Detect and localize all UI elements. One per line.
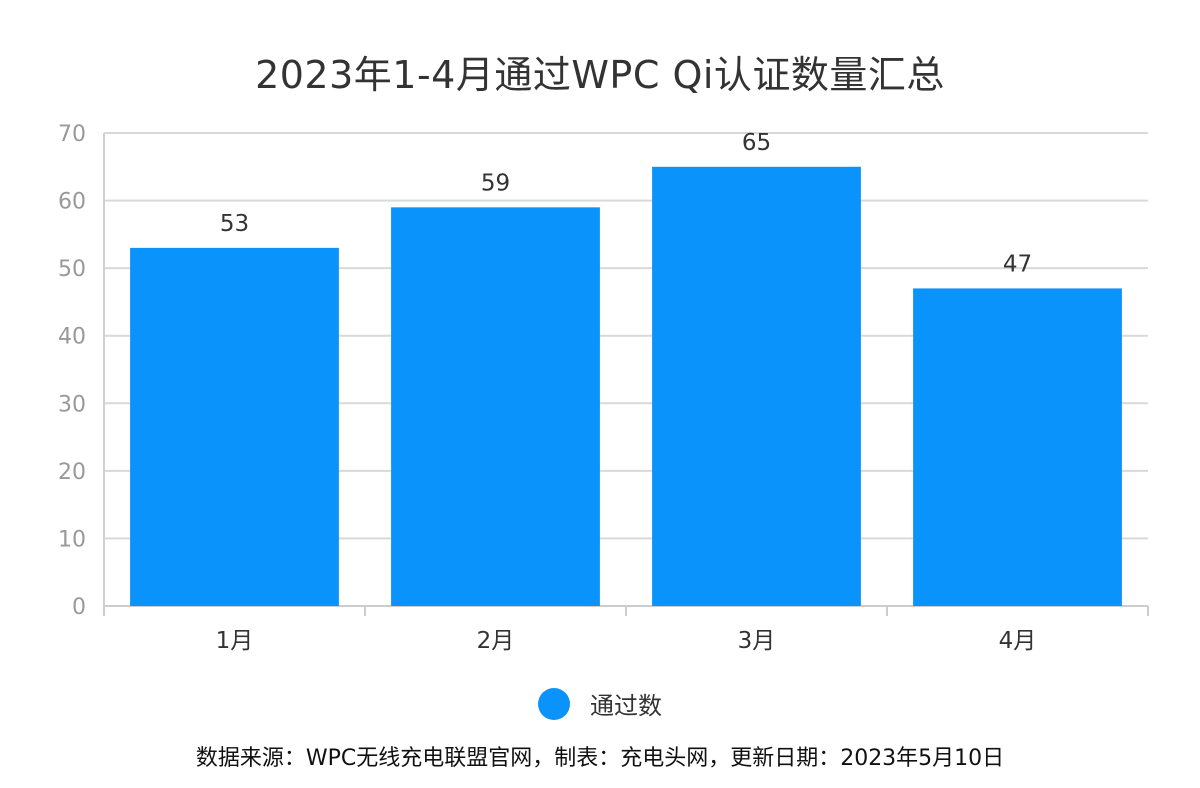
bar-4 [913, 288, 1122, 606]
bar-2 [391, 207, 600, 607]
legend-swatch [538, 687, 570, 720]
y-tick-label: 70 [58, 122, 86, 147]
data-label: 65 [742, 130, 771, 156]
y-tick-label: 0 [72, 595, 86, 620]
chart-title: 2023年1-4月通过WPC Qi认证数量汇总 [255, 53, 945, 97]
legend: 通过数 [0, 686, 1200, 721]
legend-label: 通过数 [590, 692, 662, 720]
y-tick-label: 40 [58, 325, 86, 350]
x-tick-label: 3月 [738, 628, 776, 654]
y-tick-label: 10 [58, 527, 86, 552]
y-tick-label: 20 [58, 460, 86, 485]
data-labels: 53 59 65 47 [220, 130, 1032, 278]
data-label: 47 [1003, 251, 1032, 277]
y-tick-label: 60 [58, 190, 86, 215]
bar-3 [652, 166, 861, 607]
bars [130, 166, 1122, 607]
y-tick-label: 50 [58, 257, 86, 282]
data-label: 53 [220, 211, 249, 237]
axes: 0 10 20 30 40 50 60 70 1月 2月 3月 4月 [58, 122, 1149, 654]
data-label: 59 [481, 170, 510, 196]
bar-1 [130, 247, 339, 606]
y-tick-label: 30 [58, 392, 86, 417]
x-tick-label: 2月 [477, 628, 515, 654]
source-note: 数据来源：WPC无线充电联盟官网，制表：充电头网，更新日期：2023年5月10日 [195, 746, 1005, 771]
x-tick-label: 4月 [999, 628, 1037, 654]
x-tick-label: 1月 [216, 628, 254, 654]
